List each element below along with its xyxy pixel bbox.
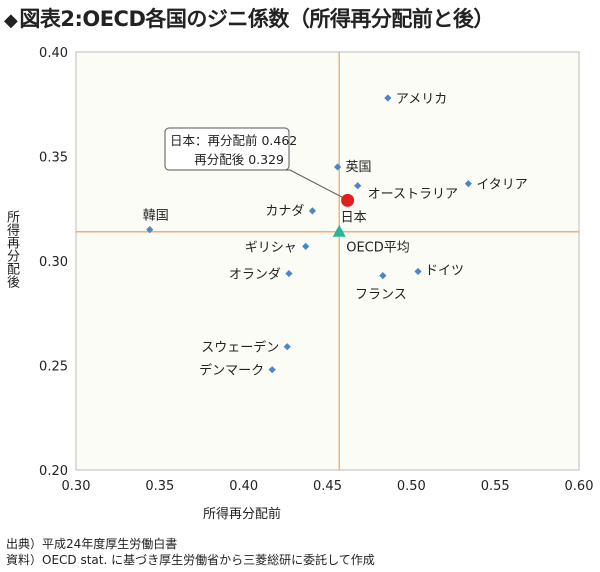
point-label: カナダ: [265, 204, 304, 219]
data-point: [308, 207, 317, 215]
x-tick-label: 0.55: [481, 479, 510, 494]
x-tick-label: 0.35: [145, 479, 174, 494]
data-point: [414, 267, 422, 276]
callout-line-2: 再分配後 0.329: [194, 152, 284, 167]
x-tick-label: 0.50: [397, 479, 426, 494]
callout-line-1: 日本：再分配前 0.462: [170, 133, 297, 148]
data-point: [268, 366, 276, 374]
y-tick-label: 0.30: [39, 255, 68, 270]
data-point: [285, 269, 293, 278]
diamond-icon: ◆: [4, 10, 18, 31]
x-tick-label: 0.40: [229, 479, 258, 494]
point-label: ドイツ: [425, 263, 464, 278]
plot-area: [75, 51, 580, 471]
chart-title: ◆図表2:OECD各国のジニ係数（所得再分配前と後）: [4, 4, 596, 34]
callout-box: [164, 127, 290, 171]
point-label: イタリア: [476, 178, 527, 193]
point-label: デンマーク: [199, 363, 264, 379]
x-tick-label: 0.60: [565, 479, 594, 494]
point-label: オランダ: [229, 268, 281, 283]
point-label: アメリカ: [396, 92, 447, 107]
data-point: [379, 272, 387, 280]
data-point: [146, 226, 154, 234]
data-point: [302, 242, 310, 250]
data-point: [464, 180, 472, 188]
x-tick-label: 0.30: [62, 479, 91, 494]
japan-label: 日本: [341, 210, 367, 225]
point-label: ギリシャ: [245, 240, 297, 255]
data-point: [384, 94, 392, 102]
point-label: フランス: [355, 288, 407, 303]
data-point: [354, 182, 362, 190]
x-axis-label: 所得再分配前: [203, 506, 281, 522]
data-point: [283, 343, 291, 351]
y-tick-label: 0.25: [39, 360, 68, 375]
point-label: オーストラリア: [368, 187, 458, 202]
y-tick-label: 0.20: [39, 464, 68, 479]
point-label: 英国: [346, 160, 372, 175]
oecd-average-label: OECD平均: [346, 241, 410, 256]
x-tick-label: 0.45: [313, 479, 342, 494]
chart-title-text: 図表2:OECD各国のジニ係数（所得再分配前と後）: [19, 7, 494, 31]
data-point: [333, 163, 342, 171]
y-axis-label: 所得再分配後: [4, 210, 19, 288]
oecd-average-point: [332, 224, 346, 237]
material-note: 資料）OECD stat. に基づき厚生労働省から三菱総研に委託して作成: [6, 553, 375, 567]
y-tick-label: 0.40: [39, 46, 68, 61]
point-label: スウェーデン: [201, 340, 279, 356]
y-tick-label: 0.35: [39, 151, 68, 166]
japan-point: [341, 193, 355, 207]
point-label: 韓国: [143, 209, 169, 224]
source-note: 出典）平成24年度厚生労働白書: [6, 537, 178, 551]
